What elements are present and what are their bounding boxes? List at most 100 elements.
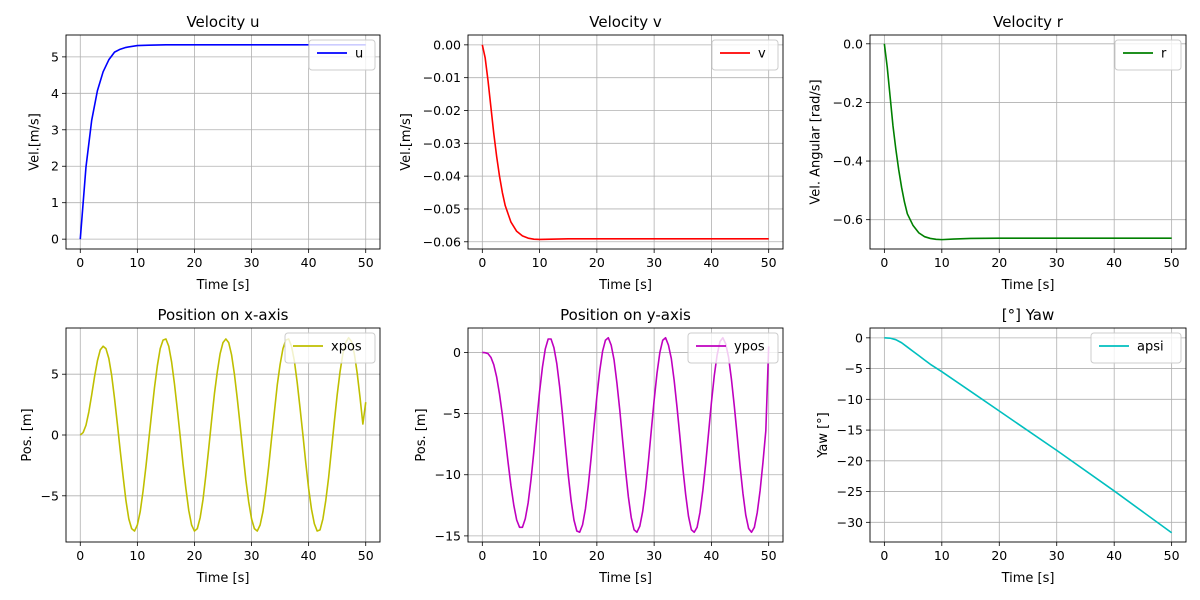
y-tick-label: −0.06 bbox=[423, 234, 461, 249]
y-tick-label: 0 bbox=[51, 428, 59, 443]
y-tick-label: 0 bbox=[453, 345, 461, 360]
legend-box bbox=[308, 39, 376, 71]
legend-label-apsi: apsi bbox=[1137, 340, 1164, 355]
legend-label-xpos: xpos bbox=[331, 340, 362, 355]
subplot-4: 0 10 20 30 40 50 −5 0 5 Position on x-axis Time [s… bbox=[20, 306, 381, 586]
x-tick-label: 10 bbox=[532, 548, 548, 563]
y-tick-label: −0.02 bbox=[423, 103, 461, 118]
y-axis-label: Pos. [m] bbox=[414, 408, 429, 461]
subplot-3: 0 10 20 30 40 50 0.0 −0.2 −0.4 −0.6 Velocity r Time… bbox=[809, 13, 1187, 293]
chart-title: Velocity r bbox=[993, 13, 1064, 31]
y-tick-label: −30 bbox=[837, 515, 863, 530]
x-tick-label: 20 bbox=[991, 548, 1007, 563]
x-axis-label: Time [s] bbox=[1001, 571, 1055, 586]
y-tick-label: 2 bbox=[51, 159, 59, 174]
y-axis-label: Yaw [°] bbox=[816, 412, 831, 459]
x-tick-label: 0 bbox=[76, 255, 84, 270]
x-tick-label: 50 bbox=[761, 255, 777, 270]
legend-box bbox=[711, 39, 779, 71]
y-tick-label: −0.6 bbox=[833, 212, 863, 227]
x-tick-label: 30 bbox=[1049, 255, 1065, 270]
x-tick-label: 40 bbox=[1106, 548, 1122, 563]
x-tick-label: 10 bbox=[129, 255, 145, 270]
x-tick-label: 50 bbox=[761, 548, 777, 563]
y-tick-label: 0 bbox=[51, 232, 59, 247]
chart-title: Velocity v bbox=[589, 13, 662, 31]
legend-label-r: r bbox=[1161, 47, 1167, 62]
y-axis-label: Pos. [m] bbox=[20, 408, 35, 461]
y-tick-label: −20 bbox=[837, 453, 863, 468]
x-tick-label: 0 bbox=[478, 255, 486, 270]
x-tick-label: 30 bbox=[646, 548, 662, 563]
legend: v bbox=[711, 39, 779, 71]
x-tick-label: 30 bbox=[1049, 548, 1065, 563]
x-tick-label: 20 bbox=[589, 255, 605, 270]
x-tick-label: 20 bbox=[589, 548, 605, 563]
x-tick-label: 30 bbox=[244, 548, 260, 563]
x-tick-label: 50 bbox=[358, 548, 374, 563]
y-tick-label: −10 bbox=[435, 467, 461, 482]
y-tick-label: 0.0 bbox=[843, 36, 863, 51]
x-tick-label: 10 bbox=[532, 255, 548, 270]
legend: r bbox=[1114, 39, 1182, 71]
axes-frame bbox=[467, 34, 784, 250]
x-tick-label: 0 bbox=[478, 548, 486, 563]
y-tick-label: 3 bbox=[51, 122, 59, 137]
legend-box bbox=[284, 332, 376, 364]
x-tick-label: 40 bbox=[703, 548, 719, 563]
chart-title: Position on y-axis bbox=[560, 306, 691, 324]
x-axis-label: Time [s] bbox=[196, 571, 250, 586]
subplot-2: 0 10 20 30 40 50 0.00 −0.01 −0.02 −0.03 −0.04 −0.05… bbox=[399, 13, 784, 293]
legend: xpos bbox=[284, 332, 376, 364]
x-tick-label: 0 bbox=[880, 548, 888, 563]
y-axis-label: Vel.[m/s] bbox=[27, 113, 42, 171]
x-tick-label: 50 bbox=[1164, 255, 1180, 270]
series-line-u bbox=[79, 44, 366, 240]
x-axis-label: Time [s] bbox=[598, 571, 652, 586]
series-line-r bbox=[883, 43, 1172, 241]
legend-label-ypos: ypos bbox=[734, 340, 765, 355]
x-axis-label: Time [s] bbox=[196, 278, 250, 293]
legend: apsi bbox=[1090, 332, 1182, 364]
y-tick-label: −5 bbox=[443, 406, 461, 421]
legend: u bbox=[308, 39, 376, 71]
y-tick-label: −0.4 bbox=[833, 154, 863, 169]
chart-title: Velocity u bbox=[186, 13, 259, 31]
y-tick-label: 5 bbox=[51, 49, 59, 64]
x-tick-label: 20 bbox=[991, 255, 1007, 270]
y-tick-label: −5 bbox=[845, 361, 863, 376]
y-axis-label: Vel.[m/s] bbox=[399, 113, 414, 171]
x-tick-label: 50 bbox=[358, 255, 374, 270]
subplot-1: 0 10 20 30 40 50 0 1 2 3 4 5 Velocity u Time [s] Vel.[… bbox=[27, 13, 381, 293]
subplot-6: 0 10 20 30 40 50 0 −5 −10 −15 −20 −25 −30 [°] Yaw Time… bbox=[816, 306, 1187, 586]
x-tick-label: 40 bbox=[703, 255, 719, 270]
legend-box bbox=[1090, 332, 1182, 364]
x-tick-label: 40 bbox=[1106, 255, 1122, 270]
x-tick-label: 10 bbox=[129, 548, 145, 563]
series-line-apsi bbox=[884, 337, 1173, 534]
y-tick-label: 5 bbox=[51, 367, 59, 382]
x-tick-label: 20 bbox=[187, 548, 203, 563]
x-axis-label: Time [s] bbox=[1001, 278, 1055, 293]
chart-title: [°] Yaw bbox=[1002, 306, 1055, 324]
legend-box bbox=[687, 332, 779, 364]
x-tick-label: 10 bbox=[934, 548, 950, 563]
y-tick-label: 1 bbox=[51, 195, 59, 210]
y-tick-label: −0.01 bbox=[423, 70, 461, 85]
y-tick-label: −0.05 bbox=[423, 201, 461, 216]
y-tick-label: 4 bbox=[51, 86, 59, 101]
axes-frame bbox=[65, 34, 381, 250]
x-tick-label: 30 bbox=[244, 255, 260, 270]
axes-frame bbox=[467, 327, 784, 543]
x-tick-label: 30 bbox=[646, 255, 662, 270]
x-axis-label: Time [s] bbox=[598, 278, 652, 293]
y-tick-label: 0.00 bbox=[433, 37, 461, 52]
x-tick-label: 10 bbox=[934, 255, 950, 270]
legend: ypos bbox=[687, 332, 779, 364]
chart-title: Position on x-axis bbox=[158, 306, 289, 324]
series-line-ypos bbox=[482, 336, 770, 534]
legend-label-v: v bbox=[758, 47, 766, 62]
series-line-xpos bbox=[79, 336, 367, 532]
axes-frame bbox=[869, 327, 1187, 543]
